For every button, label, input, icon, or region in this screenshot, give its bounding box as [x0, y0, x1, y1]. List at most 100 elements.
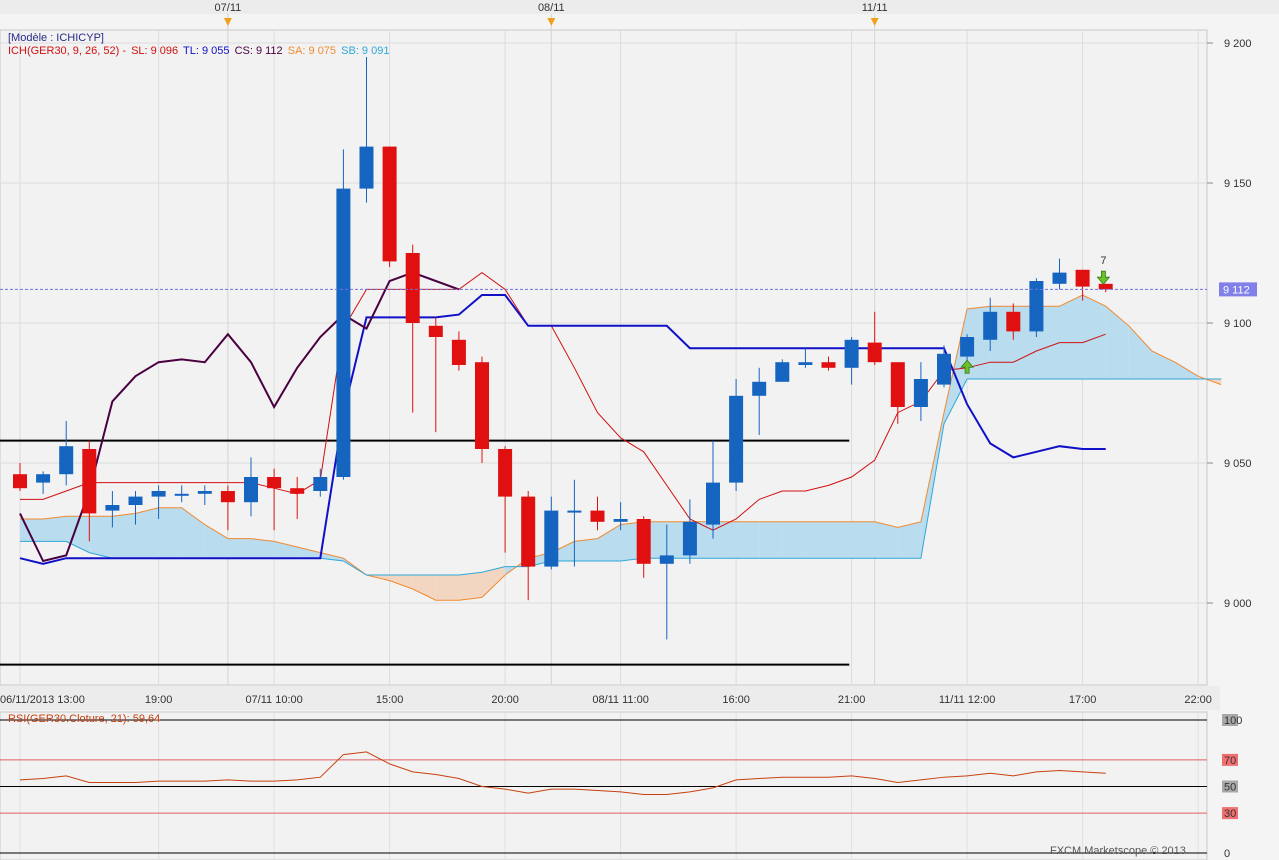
date-marker-triangle-icon [547, 18, 556, 26]
candle [867, 311, 882, 365]
candle [983, 297, 998, 351]
cloud-segment-bullish [828, 521, 852, 559]
y-tick-label: 9 050 [1224, 458, 1252, 470]
candle [13, 463, 27, 491]
date-marker-triangle-icon [223, 18, 232, 26]
candle [405, 244, 420, 413]
candle-body-bullish [937, 353, 951, 385]
y-tick-label: 9 200 [1224, 38, 1252, 50]
candle [1029, 278, 1044, 337]
candle [36, 471, 51, 494]
candle-body-bearish [1006, 311, 1021, 332]
candle [613, 502, 628, 531]
x-tick-label: 06/11/2013 13:00 [0, 694, 85, 706]
rsi-line [19, 751, 1106, 795]
candle [567, 479, 582, 567]
rsi-level-label: 100 [1224, 715, 1242, 727]
candle [290, 477, 305, 519]
cloud-segment-bullish [227, 538, 251, 559]
candle-body-bearish [821, 362, 836, 368]
cs-value: CS: 9 112 [234, 45, 283, 57]
x-tick-label: 17:00 [1069, 694, 1097, 706]
candle [752, 367, 767, 435]
candle-body-bullish [544, 510, 559, 567]
rsi-legend: RSI(GER30.Cloture, 21): 59,64 [8, 713, 161, 725]
cloud-segment-bullish [782, 521, 806, 559]
x-tick-label: 19:00 [145, 694, 173, 706]
signal-label: 7 [1100, 255, 1106, 267]
date-marker-label: 08/11 [538, 2, 565, 14]
x-tick-label: 11/11 12:00 [939, 694, 995, 706]
candle-body-bullish [983, 311, 998, 340]
candle [1075, 269, 1090, 301]
cloud-segment-bullish [897, 521, 921, 559]
candle [890, 362, 905, 424]
candle [475, 356, 489, 463]
cloud-segment-bullish [135, 507, 159, 559]
candle-body-bullish [659, 555, 674, 564]
cloud-segment-bullish [204, 524, 228, 559]
cloud-segment-bullish [851, 521, 875, 559]
rsi-level-tag [1222, 807, 1238, 820]
candle [267, 468, 282, 531]
candle [220, 485, 235, 531]
candle-body-bullish [1029, 281, 1044, 332]
candle [128, 491, 143, 525]
support-resistance-lines [0, 439, 850, 666]
rsi-level-label: 50 [1224, 782, 1236, 794]
candle [844, 337, 859, 385]
top-date-strip [0, 0, 1279, 14]
cloud-segment-bullish [1175, 362, 1199, 379]
candle [197, 485, 212, 505]
rsi-level-label: 0 [1224, 848, 1230, 860]
rsi-level-label: 30 [1224, 808, 1236, 820]
cloud-segment-bullish [736, 521, 760, 559]
candle [544, 496, 559, 570]
candle-body-bearish [405, 253, 420, 323]
candle [590, 496, 605, 531]
candle-body-bullish [682, 521, 697, 556]
model-label: [Modèle : ICHICYP] [8, 32, 104, 44]
candle-body-bullish [706, 482, 720, 525]
x-tick-label: 15:00 [376, 694, 404, 706]
candle [1098, 283, 1113, 293]
candle-body-bullish [775, 362, 790, 382]
candle-body-bearish [475, 362, 489, 449]
candle-body-bullish [913, 379, 928, 407]
candle [313, 468, 328, 497]
candle [913, 362, 928, 421]
rsi-level-tag [1222, 780, 1238, 793]
candle [1052, 258, 1067, 290]
x-tick-label: 21:00 [838, 694, 866, 706]
candle [105, 491, 120, 528]
y-tick-label: 9 150 [1224, 178, 1252, 190]
candle-body-bullish [36, 474, 51, 483]
candle-body-bullish [567, 510, 582, 513]
candle-body-bearish [13, 474, 27, 489]
candle-body-bearish [451, 339, 466, 365]
indicator-name: ICH(GER30, 9, 26, 52) - [8, 45, 126, 57]
x-tick-label: 08/11 11:00 [592, 694, 648, 706]
candle [498, 446, 513, 553]
candlesticks [13, 57, 1113, 640]
candle-body-bearish [267, 477, 282, 489]
candle-body-bearish [890, 362, 905, 407]
candle-body-bullish [174, 493, 189, 496]
candle [636, 516, 651, 578]
cloud-segment-bearish [435, 575, 459, 601]
date-marker-triangle-icon [870, 18, 879, 26]
candle-body-bearish [590, 510, 605, 522]
y-tick-label: 9 100 [1224, 318, 1252, 330]
y-tick-label: 9 000 [1224, 598, 1252, 610]
cloud-segment-bullish [89, 516, 113, 559]
candle-body-bullish [359, 146, 374, 189]
cloud-segment-bearish [482, 566, 506, 598]
cloud-segment-bullish [1082, 295, 1106, 379]
candle [1006, 303, 1021, 340]
candle [336, 149, 351, 480]
signal-markers: 7 [0, 255, 1207, 374]
sell-arrow-icon [1096, 270, 1111, 285]
candle-body-bullish [336, 188, 351, 477]
cloud-segment-bullish [1128, 325, 1152, 379]
